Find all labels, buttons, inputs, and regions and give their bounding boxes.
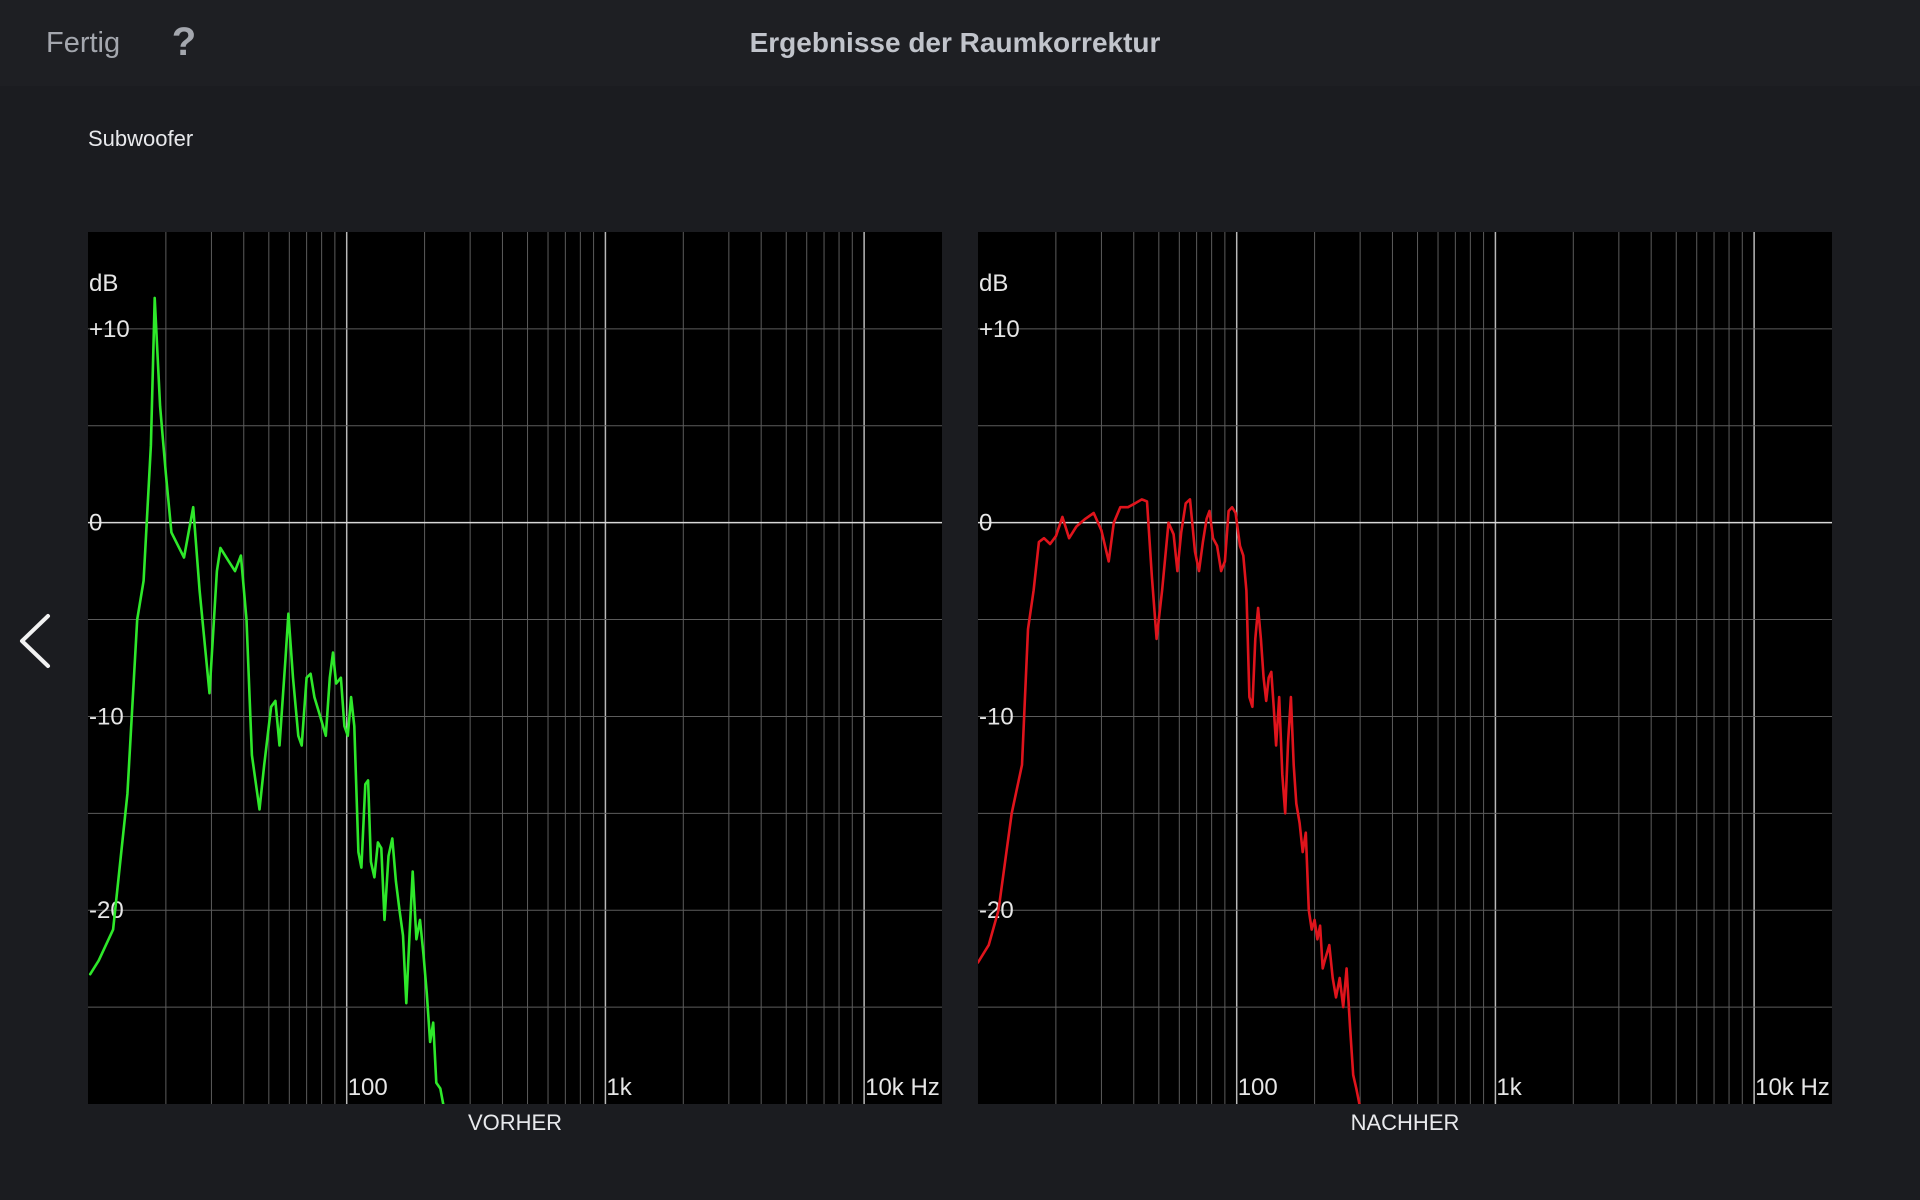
help-button[interactable]: ? xyxy=(171,20,197,64)
page-title: Ergebnisse der Raumkorrektur xyxy=(749,27,1161,58)
response-curve xyxy=(978,498,1361,1104)
x-tick-label: 1k xyxy=(1496,1074,1522,1101)
before-chart-panel: dB +10 0 -10 -20 100 1k 10k Hz xyxy=(88,232,942,1104)
after-caption: NACHHER xyxy=(1350,1110,1460,1135)
chevron-left-icon[interactable] xyxy=(12,608,58,674)
before-response-chart: dB +10 0 -10 -20 100 1k 10k Hz xyxy=(88,232,942,1104)
x-tick-label: 1k xyxy=(606,1074,632,1101)
response-curve xyxy=(88,296,445,1104)
y-axis-label: dB xyxy=(979,270,1008,297)
y-tick-label: -10 xyxy=(979,703,1014,730)
x-tick-label: 10k Hz xyxy=(1755,1074,1830,1101)
y-tick-label: +10 xyxy=(979,316,1020,343)
y-tick-label: 0 xyxy=(89,510,102,537)
y-tick-label: +10 xyxy=(89,316,130,343)
after-chart-panel: dB +10 0 -10 -20 100 1k 10k Hz xyxy=(978,232,1832,1104)
top-bar: Fertig ? Ergebnisse der Raumkorrektur xyxy=(0,0,1920,86)
y-axis-label: dB xyxy=(89,270,118,297)
x-tick-label: 100 xyxy=(348,1074,388,1101)
y-tick-label: -10 xyxy=(89,703,124,730)
before-caption: VORHER xyxy=(467,1110,563,1135)
section-title: Subwoofer xyxy=(88,126,194,151)
done-button[interactable]: Fertig xyxy=(46,27,121,59)
y-tick-label: -20 xyxy=(89,897,124,924)
x-tick-label: 100 xyxy=(1238,1074,1278,1101)
y-tick-label: 0 xyxy=(979,510,992,537)
x-tick-label: 10k Hz xyxy=(865,1074,940,1101)
